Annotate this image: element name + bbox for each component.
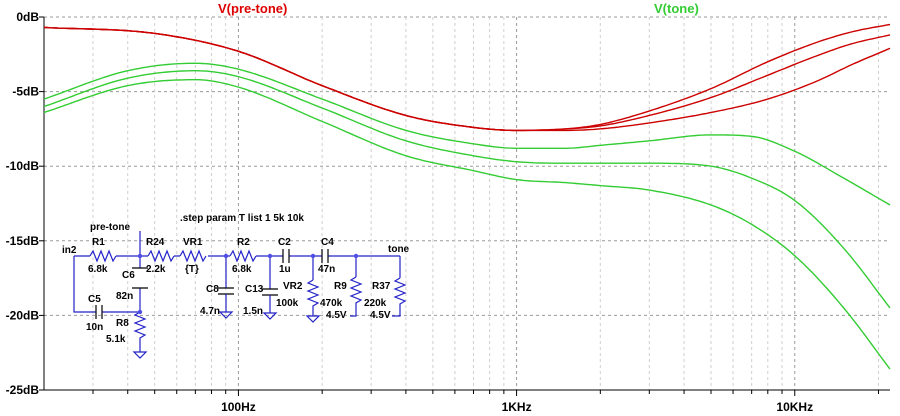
label-vr2: VR2 [283, 281, 303, 292]
label-r8: R8 [116, 318, 129, 329]
x-tick-label: 1KHz [502, 400, 532, 414]
value-c6: 82n [116, 291, 133, 302]
capacitor-c13 [262, 288, 278, 296]
series-group [43, 23, 891, 370]
value-vr1: {T} [185, 264, 199, 275]
legend-tone: V(tone) [654, 1, 699, 16]
y-tick-label: -25dB [6, 383, 40, 397]
y-tick-label: -20dB [6, 308, 40, 322]
y-tick-label: -15dB [6, 234, 40, 248]
legend-pre-tone: V(pre-tone) [218, 1, 287, 16]
voltage-r9: 4.5V [326, 310, 347, 321]
label-c2: C2 [278, 237, 291, 248]
resistor-r2 [229, 249, 257, 263]
resistor-vr1 [179, 249, 207, 263]
circuit-schematic: .step param T list 1 5k 10k pre-tone in2… [62, 213, 410, 359]
x-tick-label: 10KHz [776, 400, 813, 414]
label-r9: R9 [334, 281, 347, 292]
value-r37: 220k [364, 298, 387, 309]
node-dot [137, 253, 143, 259]
label-c13: C13 [245, 284, 264, 295]
net-label-in2: in2 [62, 245, 77, 256]
label-c5: C5 [88, 294, 101, 305]
resistor-r8 [133, 311, 147, 352]
label-c6: C6 [122, 270, 135, 281]
value-c2: 1u [279, 264, 291, 275]
x-axis-ticks: 100Hz 1KHz 10KHz [92, 390, 879, 414]
ground-symbol [132, 294, 321, 359]
resistor-r37 [392, 277, 407, 317]
resistor-r9 [349, 276, 363, 317]
node-dot [353, 253, 359, 259]
series-line-tone-10k [43, 79, 891, 370]
label-c8: C8 [206, 284, 219, 295]
resistor-r24 [147, 249, 175, 263]
y-axis-ticks: 0dB -5dB -10dB -15dB -20dB -25dB [6, 10, 44, 397]
resistor-r1 [89, 249, 117, 263]
x-tick-label: 100Hz [221, 400, 256, 414]
capacitor-c5 [95, 305, 103, 319]
capacitor-c6 [132, 267, 148, 289]
value-vr2: 100k [276, 298, 299, 309]
label-c4: C4 [321, 237, 334, 248]
y-tick-label: -5dB [12, 85, 39, 99]
capacitor-c4 [321, 249, 329, 263]
net-label-tone: tone [388, 244, 410, 255]
value-c5: 10n [86, 322, 103, 333]
voltage-r37: 4.5V [370, 310, 391, 321]
label-r37: R37 [372, 281, 391, 292]
label-r2: R2 [237, 237, 250, 248]
label-r24: R24 [146, 237, 165, 248]
node-dot [223, 253, 229, 259]
value-c4: 47n [318, 264, 335, 275]
value-r1: 6.8k [88, 264, 108, 275]
series-line-pre-tone-10k [43, 26, 891, 132]
resistor-vr2 [306, 279, 320, 316]
node-dot [310, 253, 316, 259]
value-r9: 470k [320, 298, 343, 309]
net-label-pre-tone: pre-tone [90, 222, 130, 233]
series-line-tone-5k [43, 70, 891, 309]
value-r24: 2.2k [146, 264, 166, 275]
label-vr1: VR1 [183, 237, 203, 248]
capacitor-c2 [282, 249, 290, 263]
y-tick-label: -10dB [6, 159, 40, 173]
value-r8: 5.1k [106, 334, 126, 345]
series-line-tone-1 [43, 62, 891, 206]
node-dot [137, 309, 143, 315]
value-r2: 6.8k [232, 264, 252, 275]
plot-axes [43, 17, 890, 391]
step-directive: .step param T list 1 5k 10k [180, 213, 304, 224]
grid-lines [44, 16, 890, 390]
value-c13: 1.5n [243, 306, 263, 317]
node-dot [267, 253, 273, 259]
series-line-pre-tone-5k [43, 26, 891, 132]
value-c8: 4.7n [200, 306, 220, 317]
y-tick-label: 0dB [16, 10, 39, 24]
label-r1: R1 [92, 237, 105, 248]
